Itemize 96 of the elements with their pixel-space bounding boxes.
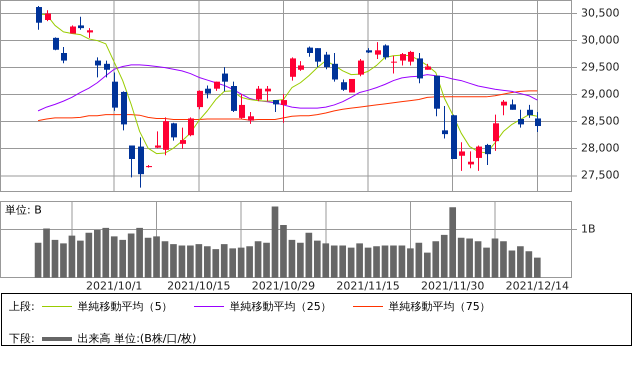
bar [86, 232, 92, 278]
candlestick [375, 42, 381, 60]
y-tick-label: 29,500 [581, 60, 620, 74]
candlestick [535, 111, 541, 132]
x-tick-label: 2021/10/29 [252, 279, 316, 292]
candlestick [501, 100, 507, 116]
y-tick-label: 30,000 [581, 33, 620, 46]
x-tick-label: 2021/10/15 [167, 279, 231, 292]
bar [94, 230, 101, 278]
legend-label: 単純移動平均（5） [78, 299, 173, 314]
candlestick [104, 60, 110, 78]
candlestick [248, 111, 254, 124]
candlestick [78, 16, 84, 30]
candlestick [315, 48, 321, 68]
y-tick-label: 29,000 [581, 88, 620, 101]
candlestick [53, 36, 59, 51]
candlestick [408, 50, 414, 66]
candlestick [476, 144, 482, 172]
legend-title: 下段: [9, 331, 35, 346]
candlestick [273, 100, 279, 112]
bar [348, 248, 354, 278]
bar [238, 248, 244, 278]
candlestick [129, 144, 135, 178]
candlestick [493, 114, 499, 152]
candlestick [45, 10, 51, 22]
bar [330, 246, 338, 278]
candlestick [459, 142, 465, 172]
y-tick-label: 28,000 [581, 142, 620, 155]
candlestick [205, 84, 211, 99]
candlestick [171, 122, 177, 142]
bar [458, 238, 464, 278]
candlestick [222, 66, 228, 92]
candlestick [417, 52, 423, 84]
candlestick [265, 85, 271, 102]
bar [432, 241, 440, 278]
bar [449, 207, 456, 278]
x-tick-label: 2021/11/15 [336, 279, 400, 292]
candlestick [391, 55, 397, 74]
bar [220, 244, 228, 278]
candlestick [400, 52, 406, 66]
bar [339, 246, 346, 278]
candlestick [358, 58, 364, 77]
candlestick [188, 116, 194, 137]
candlestick [510, 99, 516, 110]
legend-title: 上段: [9, 299, 35, 314]
x-tick-label: 2021/11/30 [420, 279, 484, 292]
candlestick [239, 94, 245, 119]
candlestick [383, 44, 389, 60]
candlestick [87, 28, 93, 38]
y-tick-label: 30,500 [581, 6, 620, 20]
y-tick-label: 28,500 [581, 114, 620, 128]
x-tick-label: 2021/10/1 [86, 279, 142, 292]
legend-label: 出来高 単位:(B株/口/枚) [78, 331, 196, 346]
bar [424, 252, 431, 278]
candlestick [197, 90, 203, 110]
y-tick-label: 27,500 [581, 168, 620, 182]
candlestick [349, 78, 355, 93]
candlestick [324, 51, 330, 70]
candlestick [341, 79, 347, 92]
legend-label: 単純移動平均（75） [388, 299, 491, 314]
ref-line-label: 1B [581, 222, 596, 236]
bar [204, 246, 211, 278]
candlestick [155, 130, 161, 149]
bar [110, 236, 118, 278]
candlestick [485, 143, 491, 166]
candlestick [95, 56, 101, 78]
bar [416, 242, 422, 278]
candlestick [36, 5, 42, 30]
candlestick [442, 106, 448, 139]
bar [322, 243, 330, 278]
candlestick [518, 109, 524, 128]
candlestick [214, 81, 220, 92]
candlestick [256, 85, 262, 102]
bar [128, 234, 134, 278]
bar [229, 248, 236, 278]
candlestick [290, 56, 296, 82]
candlestick [61, 46, 67, 64]
bar [306, 232, 312, 278]
candlestick [332, 52, 338, 82]
bar [440, 234, 448, 278]
candlestick [468, 150, 474, 169]
candlestick [307, 46, 313, 58]
bar [196, 244, 202, 278]
candlestick [180, 127, 186, 150]
bar [119, 240, 126, 278]
candlestick [527, 104, 533, 118]
legend-label: 単純移動平均（25） [230, 299, 332, 314]
bar [534, 258, 541, 278]
y-axis-title: 単位: B [5, 203, 42, 216]
bar [212, 249, 220, 278]
bar [526, 251, 532, 278]
bar [102, 228, 110, 278]
candlestick [298, 60, 304, 72]
x-tick-label: 2021/12/14 [506, 279, 570, 292]
candlestick [281, 94, 287, 124]
bar [314, 240, 321, 278]
